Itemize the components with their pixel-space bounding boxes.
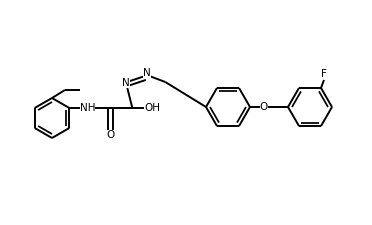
Text: N: N bbox=[144, 68, 151, 78]
Text: F: F bbox=[321, 69, 327, 79]
Text: OH: OH bbox=[144, 103, 160, 113]
Text: N: N bbox=[122, 78, 130, 88]
Text: O: O bbox=[106, 130, 115, 140]
Text: NH: NH bbox=[80, 103, 95, 113]
Text: O: O bbox=[260, 102, 268, 112]
